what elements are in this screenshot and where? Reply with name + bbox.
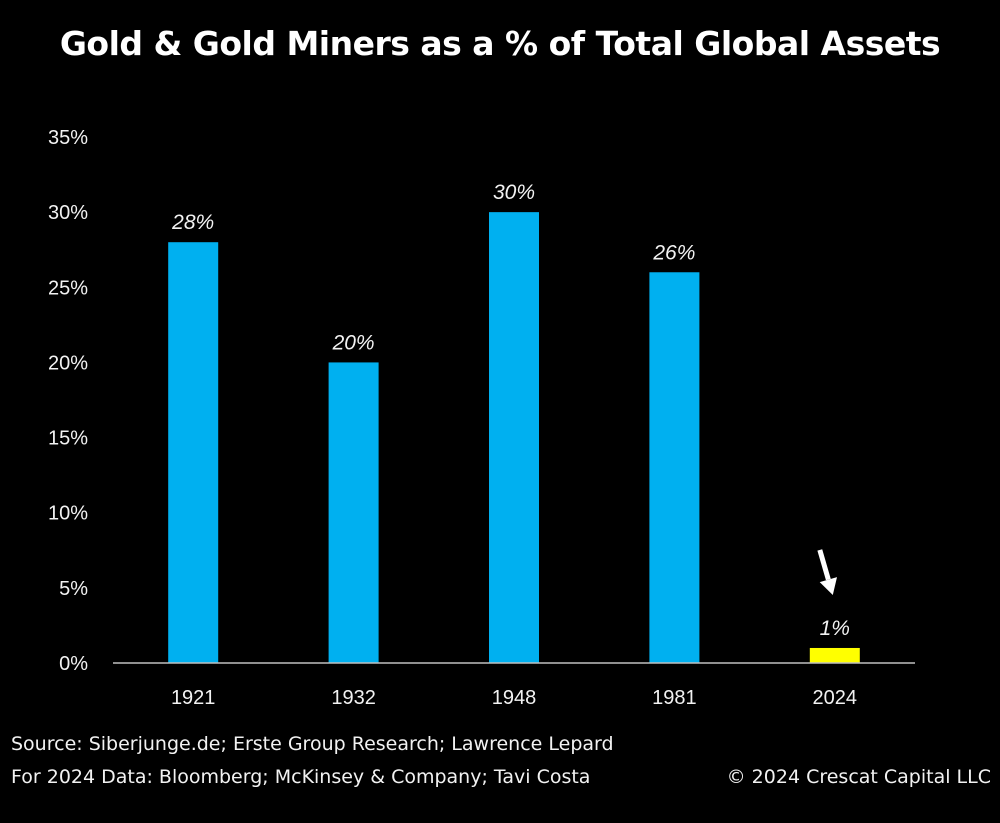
- x-tick-label: 2024: [813, 687, 858, 709]
- data-source-note: For 2024 Data: Bloomberg; McKinsey & Com…: [11, 766, 591, 788]
- y-tick-label: 10%: [48, 503, 88, 525]
- y-tick-label: 15%: [48, 428, 88, 450]
- bar-1981: [649, 272, 700, 663]
- source-note: Source: Siberjunge.de; Erste Group Resea…: [11, 733, 614, 755]
- arrow-shaft: [817, 549, 831, 581]
- data-label-1921: 28%: [171, 211, 214, 234]
- y-tick-label: 5%: [59, 578, 88, 600]
- y-tick-label: 25%: [48, 277, 88, 299]
- chart-title: Gold & Gold Miners as a % of Total Globa…: [59, 24, 941, 63]
- bar-1932: [328, 362, 379, 663]
- y-tick-label: 30%: [48, 202, 88, 224]
- y-tick-label: 0%: [59, 653, 88, 675]
- y-tick-label: 20%: [48, 352, 88, 374]
- annotations: [817, 549, 838, 595]
- data-label-1981: 26%: [652, 241, 695, 264]
- bar-1948: [489, 212, 539, 663]
- data-labels: 28% 20% 30% 26% 1%: [171, 181, 850, 640]
- bar-1921: [168, 242, 219, 663]
- x-tick-label: 1921: [171, 687, 216, 709]
- x-tick-label: 1948: [492, 687, 537, 709]
- x-tick-label: 1932: [331, 687, 376, 709]
- data-label-2024: 1%: [820, 617, 850, 640]
- arrow-down-icon: [819, 577, 838, 595]
- data-label-1948: 30%: [493, 181, 535, 204]
- y-tick-label: 35%: [48, 127, 88, 149]
- x-tick-label: 1981: [652, 687, 697, 709]
- data-label-1932: 20%: [332, 331, 375, 354]
- copyright: © 2024 Crescat Capital LLC: [726, 766, 991, 788]
- bars: [168, 212, 860, 663]
- x-axis-ticks: 1921 1932 1948 1981 2024: [171, 687, 857, 709]
- y-axis-ticks: 0% 5% 10% 15% 20% 25% 30% 35%: [48, 127, 88, 675]
- bar-2024: [809, 647, 860, 663]
